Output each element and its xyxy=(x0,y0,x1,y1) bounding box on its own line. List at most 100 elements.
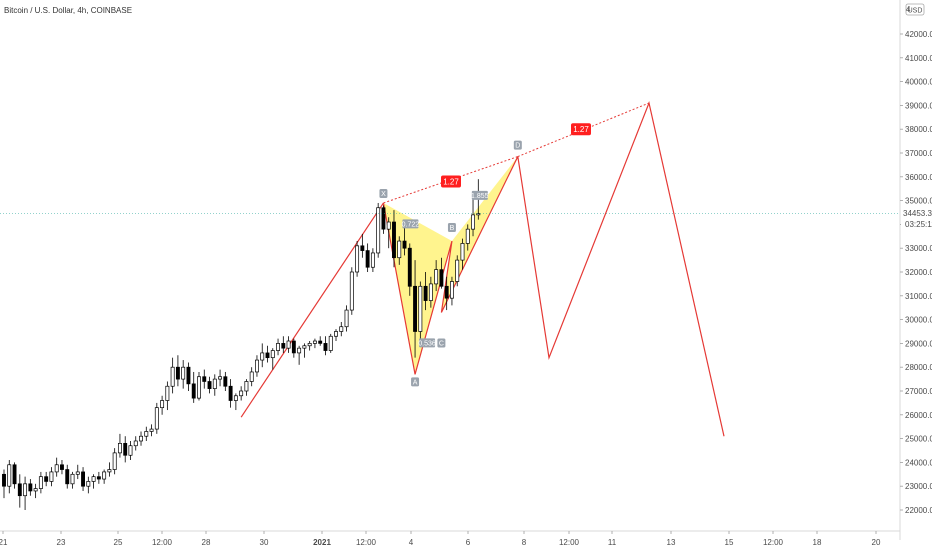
candle xyxy=(186,362,191,391)
time-tick-label: 12:00 xyxy=(152,538,173,547)
price-tick-label: 40000.00 xyxy=(905,78,932,87)
candle xyxy=(49,467,54,487)
price-scale[interactable]: 42000.00 41000.00 40000.00 39000.00 38000.00… xyxy=(900,30,932,515)
ratio-label-xab: 0.722 xyxy=(402,221,420,228)
candle-body xyxy=(70,473,75,485)
candle-body xyxy=(86,481,91,487)
currency-badge[interactable]: USD xyxy=(905,3,925,16)
candle-body xyxy=(17,483,22,497)
time-tick-label: 20 xyxy=(872,538,881,547)
candle xyxy=(239,386,244,401)
candle-body xyxy=(360,245,365,251)
candles-layer xyxy=(2,179,481,510)
candle-body xyxy=(423,285,428,301)
candle-body xyxy=(165,385,170,401)
candle xyxy=(465,224,470,251)
candle-body xyxy=(386,221,391,230)
candle-body xyxy=(376,207,381,254)
time-tick-label: 25 xyxy=(114,538,123,547)
candle-body xyxy=(434,269,439,285)
candle xyxy=(428,276,433,308)
candle-body xyxy=(444,285,449,299)
candle xyxy=(450,276,454,306)
candle xyxy=(360,233,365,258)
candle-body xyxy=(202,376,207,382)
time-tick-label: 6 xyxy=(466,538,471,547)
ratio-label-abc-box xyxy=(419,338,436,348)
candle-body xyxy=(65,469,70,485)
time-tick-label: 12:00 xyxy=(356,538,377,547)
time-tick-label: 28 xyxy=(202,538,211,547)
candle-body xyxy=(160,400,165,409)
candle-body xyxy=(60,464,64,470)
candle xyxy=(455,255,460,287)
price-tick-label: 30000.00 xyxy=(905,316,932,325)
candle-body xyxy=(7,464,12,487)
candle-body xyxy=(255,359,259,373)
candle-body xyxy=(96,476,101,480)
candle xyxy=(439,257,444,289)
candle-body xyxy=(402,240,407,249)
candle xyxy=(81,467,85,491)
candle-body xyxy=(465,228,470,244)
candle xyxy=(86,476,91,494)
candle-body xyxy=(228,385,233,401)
time-tick-label: 8 xyxy=(522,538,527,547)
candle xyxy=(297,345,302,365)
candle-body xyxy=(128,445,133,456)
candle xyxy=(244,379,249,396)
candle xyxy=(75,464,80,480)
candle xyxy=(123,436,128,463)
candle-body xyxy=(191,383,196,399)
candle-body xyxy=(181,366,186,380)
candle xyxy=(318,336,323,346)
candle xyxy=(370,248,375,272)
candle xyxy=(191,371,196,403)
candle xyxy=(7,460,12,494)
price-tick-label: 28000.00 xyxy=(905,363,932,372)
candle-body xyxy=(144,431,149,437)
candle xyxy=(349,267,354,315)
currency-label: USD xyxy=(908,8,923,15)
candle-body xyxy=(413,285,418,332)
candle-body xyxy=(302,345,307,349)
candle-body xyxy=(239,390,244,397)
candle xyxy=(434,260,439,292)
candle xyxy=(249,367,254,387)
point-marker-b-box xyxy=(447,223,456,233)
candle xyxy=(413,260,418,358)
candle xyxy=(312,338,317,349)
time-scale[interactable]: 21 23 25 12:00 28 30 2021 12:00 4 6 8 12:00 11 13 15 12… xyxy=(0,531,881,547)
candle xyxy=(344,305,349,332)
price-tick-label: 36000.00 xyxy=(905,173,932,182)
current-price-value: 34453.38 xyxy=(903,209,932,218)
chart-title: Bitcoin / U.S. Dollar, 4h, COINBASE xyxy=(4,6,132,15)
candle-body xyxy=(38,476,43,489)
candle xyxy=(96,471,101,484)
candle xyxy=(107,462,112,477)
price-tick-label: 41000.00 xyxy=(905,54,932,63)
candle-body xyxy=(33,488,38,492)
candle-body xyxy=(175,366,180,380)
price-tick-label: 22000.00 xyxy=(905,506,932,515)
candle xyxy=(175,355,180,387)
candle-body xyxy=(291,340,296,354)
current-price-box xyxy=(901,208,932,229)
candle xyxy=(144,426,149,441)
candle xyxy=(102,469,107,484)
price-tick-label: 25000.00 xyxy=(905,435,932,444)
point-marker-x: X xyxy=(381,191,386,198)
price-tick-label: 29000.00 xyxy=(905,339,932,348)
candle-body xyxy=(218,376,223,380)
extension-ratio-label: 1.27 xyxy=(443,178,459,187)
candle-body xyxy=(207,381,212,389)
candle-body xyxy=(28,483,33,492)
candle xyxy=(376,202,381,258)
candle-body xyxy=(349,271,354,311)
time-tick-label: 13 xyxy=(667,538,676,547)
pattern-legs xyxy=(382,156,519,375)
candle xyxy=(160,395,165,415)
candle-body xyxy=(276,343,280,351)
